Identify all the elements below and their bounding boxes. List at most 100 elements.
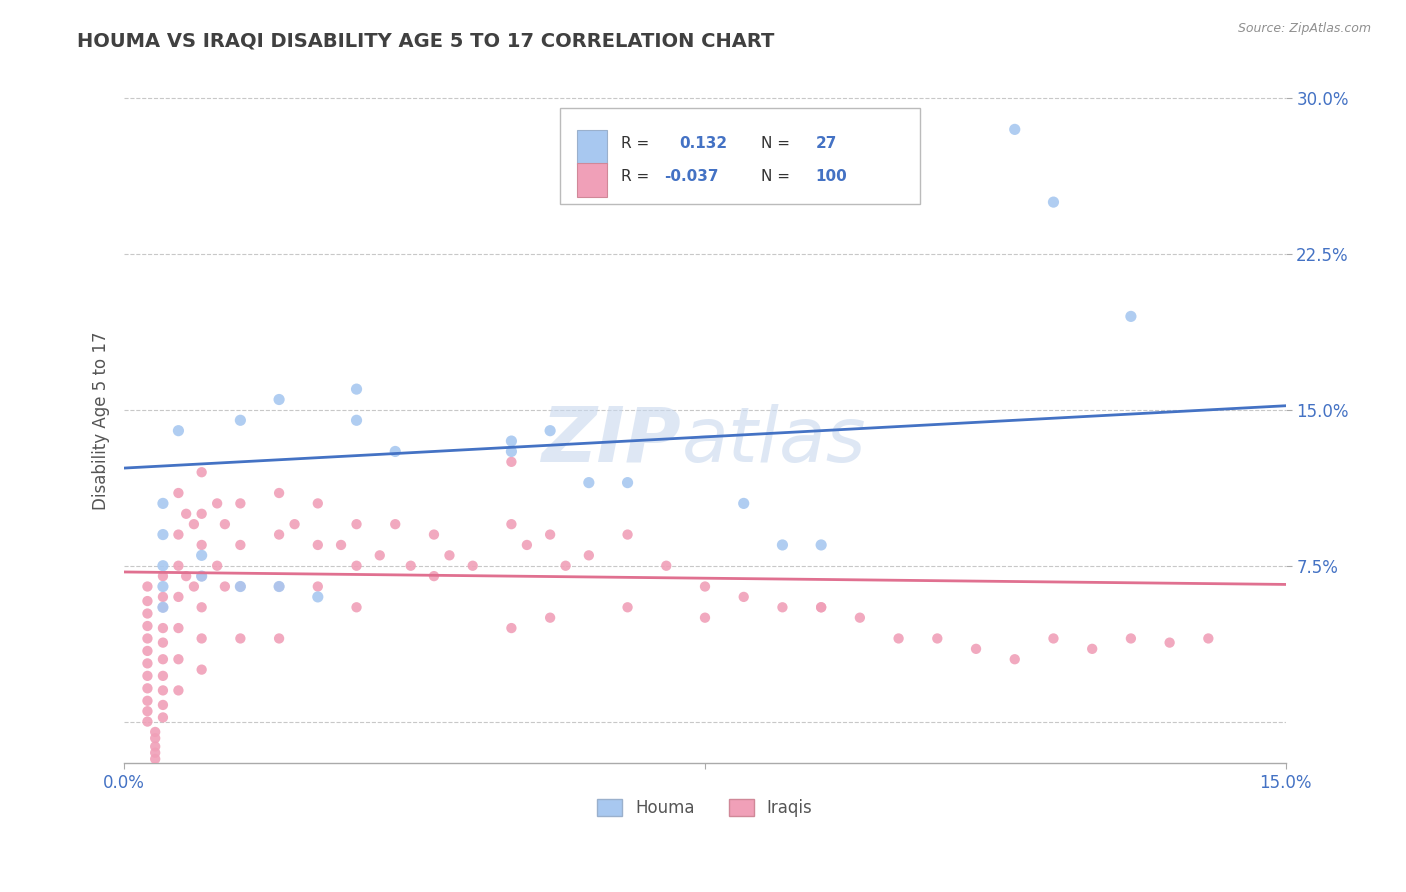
- Point: [516, 538, 538, 552]
- Point: [143, 746, 166, 760]
- Point: [190, 569, 212, 583]
- Point: [346, 558, 368, 573]
- Point: [501, 455, 523, 469]
- Point: [167, 621, 190, 635]
- Point: [655, 558, 678, 573]
- Point: [152, 580, 174, 594]
- Point: [152, 683, 174, 698]
- Point: [190, 600, 212, 615]
- Point: [136, 644, 159, 658]
- Point: [152, 669, 174, 683]
- Point: [214, 517, 236, 532]
- Point: [346, 600, 368, 615]
- Point: [284, 517, 307, 532]
- Point: [965, 641, 987, 656]
- Point: [693, 580, 716, 594]
- Point: [152, 710, 174, 724]
- Point: [269, 580, 291, 594]
- Point: [423, 569, 446, 583]
- Point: [616, 600, 638, 615]
- Point: [1004, 652, 1026, 666]
- Point: [439, 549, 461, 563]
- Point: [616, 475, 638, 490]
- Point: [269, 392, 291, 407]
- Point: [136, 619, 159, 633]
- Point: [1042, 632, 1064, 646]
- Text: R =: R =: [621, 136, 650, 152]
- Point: [887, 632, 910, 646]
- Point: [269, 486, 291, 500]
- FancyBboxPatch shape: [578, 163, 607, 197]
- Point: [152, 558, 174, 573]
- Point: [269, 580, 291, 594]
- Point: [136, 669, 159, 683]
- FancyBboxPatch shape: [578, 130, 607, 164]
- Point: [330, 538, 353, 552]
- Point: [167, 558, 190, 573]
- Point: [384, 517, 406, 532]
- Point: [346, 382, 368, 396]
- Text: N =: N =: [761, 169, 790, 185]
- Point: [190, 549, 212, 563]
- Point: [269, 632, 291, 646]
- Point: [1042, 195, 1064, 210]
- Point: [152, 600, 174, 615]
- Point: [269, 527, 291, 541]
- Point: [229, 538, 252, 552]
- Text: -0.037: -0.037: [665, 169, 718, 185]
- Point: [346, 517, 368, 532]
- Point: [167, 424, 190, 438]
- Point: [501, 444, 523, 458]
- Point: [616, 527, 638, 541]
- Point: [1081, 641, 1104, 656]
- Point: [849, 610, 872, 624]
- Point: [307, 590, 329, 604]
- Point: [136, 594, 159, 608]
- Point: [136, 657, 159, 671]
- Point: [229, 580, 252, 594]
- Point: [554, 558, 576, 573]
- Point: [190, 663, 212, 677]
- Point: [810, 600, 832, 615]
- Point: [733, 496, 755, 510]
- Point: [143, 760, 166, 774]
- Point: [136, 607, 159, 621]
- Text: 100: 100: [815, 169, 846, 185]
- Text: HOUMA VS IRAQI DISABILITY AGE 5 TO 17 CORRELATION CHART: HOUMA VS IRAQI DISABILITY AGE 5 TO 17 CO…: [77, 31, 775, 50]
- Text: Source: ZipAtlas.com: Source: ZipAtlas.com: [1237, 22, 1371, 36]
- Point: [578, 475, 600, 490]
- Point: [205, 558, 228, 573]
- Point: [152, 652, 174, 666]
- Point: [578, 549, 600, 563]
- Point: [167, 590, 190, 604]
- Point: [307, 538, 329, 552]
- Point: [810, 538, 832, 552]
- Point: [152, 496, 174, 510]
- Point: [307, 580, 329, 594]
- Text: 0.132: 0.132: [679, 136, 727, 152]
- Point: [152, 621, 174, 635]
- Point: [229, 496, 252, 510]
- Point: [501, 621, 523, 635]
- Point: [190, 538, 212, 552]
- Point: [538, 610, 561, 624]
- Y-axis label: Disability Age 5 to 17: Disability Age 5 to 17: [93, 331, 110, 509]
- Point: [174, 569, 197, 583]
- Point: [152, 527, 174, 541]
- Point: [346, 413, 368, 427]
- Point: [229, 580, 252, 594]
- Point: [770, 600, 793, 615]
- Point: [538, 424, 561, 438]
- Point: [152, 635, 174, 649]
- Point: [1197, 632, 1219, 646]
- Point: [143, 731, 166, 746]
- Point: [229, 632, 252, 646]
- Point: [368, 549, 391, 563]
- Point: [733, 590, 755, 604]
- Point: [1159, 635, 1181, 649]
- Text: ZIP: ZIP: [543, 404, 682, 478]
- Point: [538, 527, 561, 541]
- Point: [167, 652, 190, 666]
- Text: N =: N =: [761, 136, 790, 152]
- Point: [501, 434, 523, 448]
